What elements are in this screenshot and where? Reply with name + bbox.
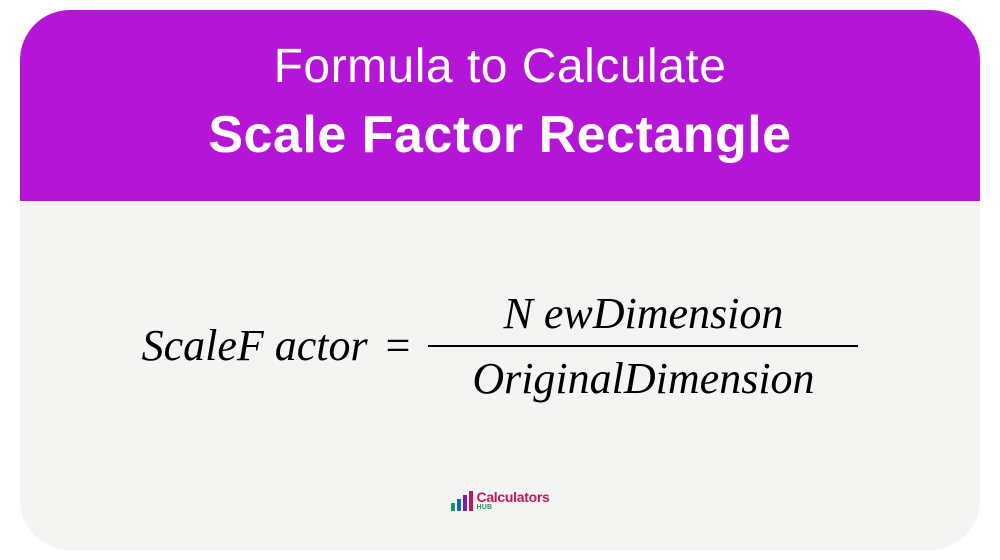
logo-bar-1 — [451, 503, 455, 511]
logo-bar-3 — [463, 495, 467, 511]
card-header: Formula to Calculate Scale Factor Rectan… — [20, 10, 980, 201]
card-footer: Calculators HUB — [20, 490, 980, 550]
formula-card: Formula to Calculate Scale Factor Rectan… — [20, 10, 980, 550]
logo-bar-2 — [457, 499, 461, 511]
header-subtitle: Formula to Calculate — [40, 38, 960, 96]
fraction-numerator: N ewDimension — [495, 282, 791, 345]
logo-bar-4 — [469, 491, 473, 511]
formula-area: ScaleF actor = N ewDimension OriginalDim… — [20, 201, 980, 490]
formula-fraction: N ewDimension OriginalDimension — [428, 282, 858, 410]
header-title: Scale Factor Rectangle — [40, 102, 960, 170]
logo-sub-name: HUB — [477, 504, 550, 511]
bar-chart-icon — [451, 491, 473, 511]
equals-sign: = — [386, 320, 411, 371]
formula-equation: ScaleF actor = N ewDimension OriginalDim… — [142, 282, 859, 410]
logo-text: Calculators HUB — [477, 490, 550, 511]
logo-brand-name: Calculators — [477, 490, 550, 504]
brand-logo: Calculators HUB — [451, 490, 550, 511]
formula-lhs: ScaleF actor — [142, 320, 368, 371]
fraction-denominator: OriginalDimension — [464, 347, 822, 410]
